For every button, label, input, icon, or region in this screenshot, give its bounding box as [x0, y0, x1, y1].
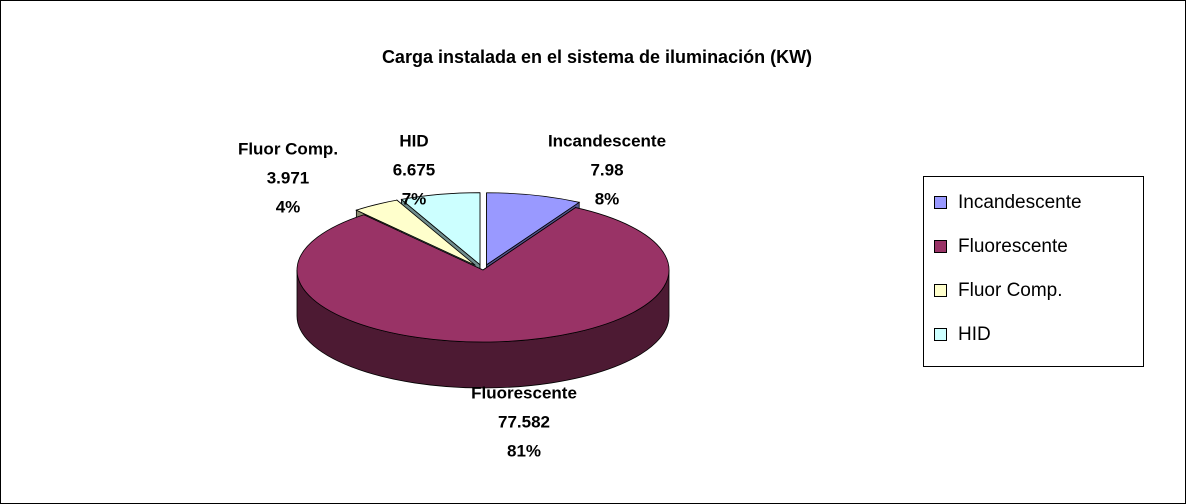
slice — [400, 192, 481, 266]
legend-swatch — [934, 328, 947, 341]
data-label-percent: 4% — [276, 197, 301, 216]
legend-box — [923, 176, 1144, 367]
data-label-percent: 7% — [402, 189, 427, 208]
data-label-value: 3.971 — [267, 168, 310, 187]
slice — [486, 192, 581, 266]
legend-swatch — [934, 196, 947, 209]
data-label-percent: 8% — [595, 189, 620, 208]
data-label-percent: 81% — [507, 441, 541, 460]
legend-swatch — [934, 284, 947, 297]
legend-label: HID — [958, 324, 991, 345]
legend-label: Fluorescente — [958, 236, 1068, 257]
data-label-name: Fluor Comp. — [238, 139, 338, 158]
legend-label: Fluor Comp. — [958, 280, 1063, 301]
data-label-name: Incandescente — [548, 131, 666, 150]
pie — [296, 192, 670, 389]
slice — [355, 199, 476, 266]
data-label-name: HID — [399, 131, 428, 150]
slice — [296, 207, 670, 343]
data-label-value: 6.675 — [393, 160, 436, 179]
data-label-name: Fluorescente — [471, 383, 577, 402]
chart-title: Carga instalada en el sistema de ilumina… — [382, 47, 812, 67]
data-label-value: 77.582 — [498, 412, 550, 431]
legend-label: Incandescente — [958, 192, 1082, 213]
data-label-value: 7.98 — [590, 160, 623, 179]
legend-swatch — [934, 240, 947, 253]
